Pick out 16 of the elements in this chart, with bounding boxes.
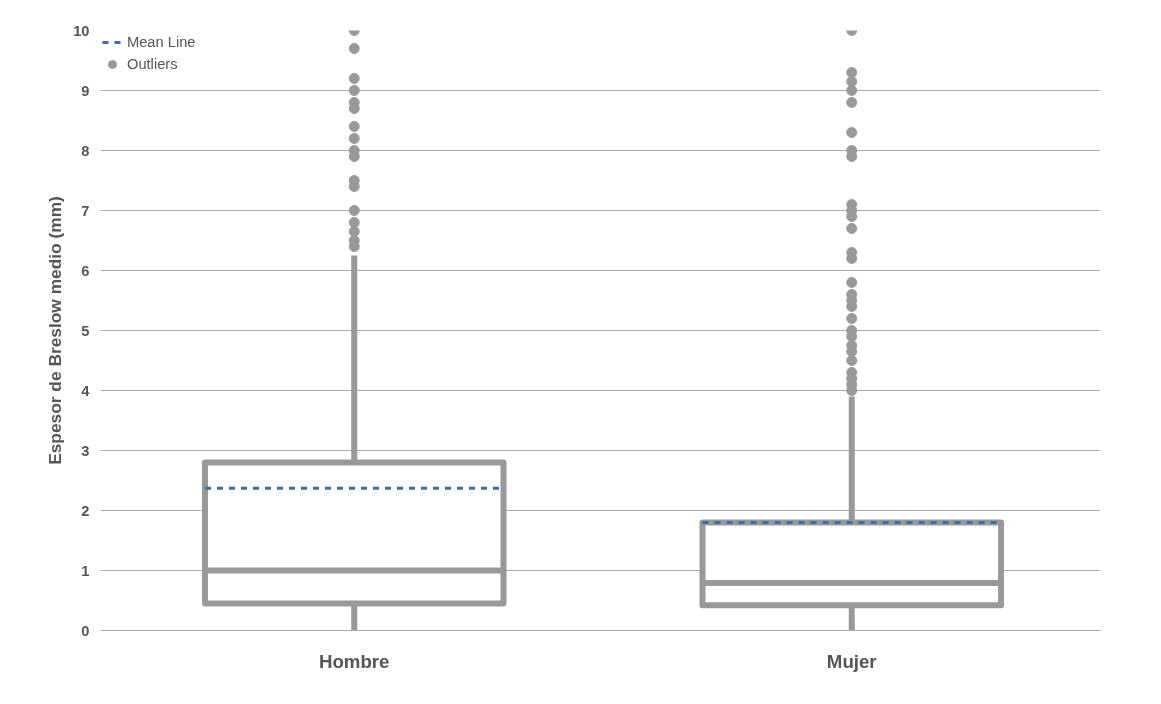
x-tick-label: Mujer — [826, 650, 877, 672]
y-tick-label: 5 — [81, 322, 90, 339]
y-axis-title: Espesor de Breslow medio (mm) — [45, 196, 66, 465]
y-tick-label: 8 — [81, 142, 90, 159]
x-tick-label: Hombre — [318, 650, 390, 672]
y-tick-label: 9 — [81, 82, 90, 99]
legend-label: Outliers — [127, 56, 178, 72]
y-tick-label: 3 — [81, 442, 90, 459]
y-tick-label: 4 — [81, 382, 91, 399]
y-tick-label: 0 — [81, 622, 90, 639]
y-tick-label: 6 — [81, 262, 90, 279]
annotation: Mean Line — [127, 34, 196, 50]
y-tick-label: 2 — [81, 502, 90, 519]
y-tick-label: 10 — [73, 22, 90, 39]
y-tick-label: 1 — [81, 562, 90, 579]
y-tick-label: 7 — [81, 202, 90, 219]
